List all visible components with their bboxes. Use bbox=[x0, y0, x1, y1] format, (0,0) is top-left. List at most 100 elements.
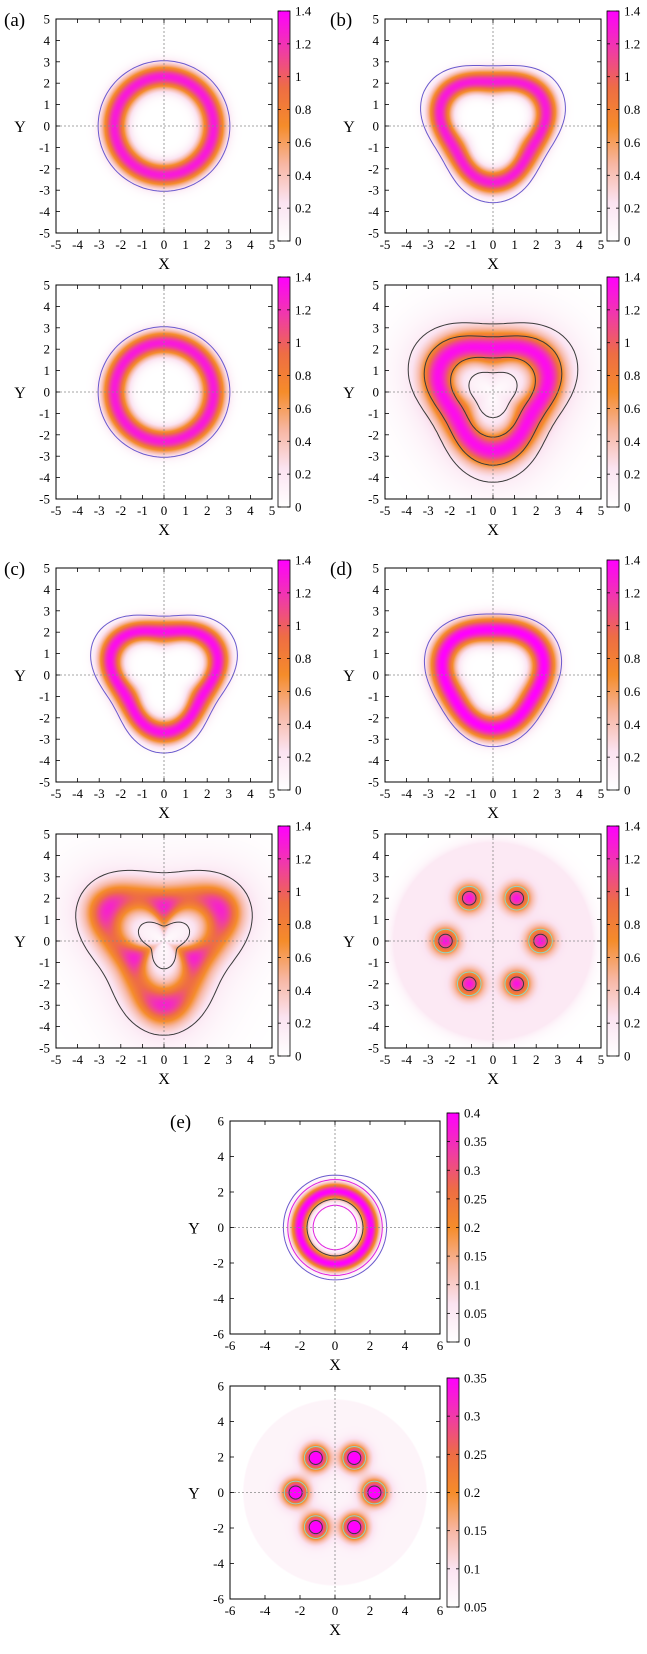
y-tick-label: 1 bbox=[373, 912, 380, 927]
colorbar-tick-label: 0.2 bbox=[624, 467, 640, 482]
x-tick-label: -4 bbox=[401, 786, 412, 801]
x-tick-label: 0 bbox=[161, 237, 168, 252]
y-tick-label: 2 bbox=[44, 76, 51, 91]
x-tick-label: 1 bbox=[511, 503, 518, 518]
y-tick-label: 5 bbox=[373, 278, 380, 293]
x-axis-label: X bbox=[487, 805, 499, 822]
x-tick-label: 0 bbox=[490, 786, 497, 801]
colorbar-tick-label: 0.2 bbox=[295, 1016, 311, 1031]
x-tick-label: 4 bbox=[576, 237, 583, 252]
y-tick-label: -4 bbox=[368, 753, 379, 768]
x-axis-label: X bbox=[487, 522, 499, 539]
y-tick-label: 4 bbox=[218, 1149, 225, 1164]
x-tick-label: 3 bbox=[226, 503, 233, 518]
x-tick-label: -2 bbox=[115, 237, 126, 252]
x-tick-label: -3 bbox=[94, 786, 105, 801]
colorbar bbox=[277, 10, 291, 242]
contour-spot bbox=[342, 1446, 367, 1470]
y-tick-label: 6 bbox=[218, 1114, 225, 1129]
colorbar-tick-label: 0.8 bbox=[624, 368, 640, 383]
panel-d1: -5 -4 -3 -2 -1 0 1 2 3 4 5-5-4-3-2-1012345XY00.20.… bbox=[330, 553, 641, 823]
y-tick-label: -5 bbox=[39, 226, 50, 241]
colorbar-tick-label: 1.4 bbox=[295, 270, 312, 285]
colorbar-tick-label: 1 bbox=[295, 335, 302, 350]
x-axis-label: X bbox=[158, 805, 170, 822]
y-axis-label: Y bbox=[343, 119, 355, 136]
x-tick-label: 2 bbox=[533, 1052, 540, 1067]
colorbar-tick-label: 1.2 bbox=[624, 36, 640, 51]
colorbar-tick-label: 0.35 bbox=[464, 1371, 487, 1386]
y-axis-label: Y bbox=[343, 385, 355, 402]
colorbar-tick-label: 0.4 bbox=[295, 434, 312, 449]
y-tick-label: 2 bbox=[373, 76, 380, 91]
x-tick-label: 0 bbox=[332, 1603, 339, 1618]
x-tick-label: -2 bbox=[444, 1052, 455, 1067]
panel-label: (d) bbox=[330, 559, 352, 580]
y-tick-label: -4 bbox=[39, 753, 50, 768]
x-tick-label: 6 bbox=[437, 1338, 444, 1353]
colorbar-tick-label: 0.15 bbox=[464, 1249, 487, 1264]
contour-spot-inner bbox=[347, 1450, 362, 1465]
x-tick-label: 5 bbox=[269, 786, 276, 801]
x-tick-label: 4 bbox=[247, 503, 254, 518]
x-tick-label: 4 bbox=[402, 1338, 409, 1353]
panel-d2: -5 -4 -3 -2 -1 0 1 2 3 4 5-5-4-3-2-1012345XY00.20.… bbox=[343, 819, 641, 1089]
x-tick-label: -5 bbox=[51, 1052, 62, 1067]
x-tick-label: 3 bbox=[555, 786, 562, 801]
x-tick-label: -3 bbox=[423, 237, 434, 252]
x-tick-label: 4 bbox=[576, 503, 583, 518]
contour-spot bbox=[456, 971, 482, 997]
y-tick-label: 0 bbox=[373, 934, 380, 949]
x-tick-label: 0 bbox=[332, 1338, 339, 1353]
y-tick-label: 0 bbox=[218, 1485, 225, 1500]
y-tick-label: -5 bbox=[368, 226, 379, 241]
colorbar bbox=[277, 559, 291, 791]
colorbar-tick-label: 1.2 bbox=[624, 302, 640, 317]
colorbar-tick-label: 0.2 bbox=[295, 467, 311, 482]
colorbar-tick-label: 0.4 bbox=[464, 1106, 481, 1121]
colorbar-tick-label: 0.25 bbox=[464, 1447, 487, 1462]
contour-line bbox=[97, 60, 231, 192]
x-tick-label: -4 bbox=[401, 237, 412, 252]
colorbar-tick-label: 1.4 bbox=[624, 553, 641, 568]
y-tick-label: 2 bbox=[218, 1185, 225, 1200]
y-tick-label: 3 bbox=[373, 320, 380, 335]
x-tick-label: -3 bbox=[94, 237, 105, 252]
x-tick-label: 2 bbox=[367, 1603, 374, 1618]
x-tick-label: -4 bbox=[260, 1603, 271, 1618]
colorbar-tick-label: 1.4 bbox=[624, 819, 641, 834]
x-tick-label: 5 bbox=[598, 503, 605, 518]
y-tick-label: 5 bbox=[44, 12, 51, 27]
y-tick-label: 2 bbox=[373, 342, 380, 357]
x-axis-label: X bbox=[329, 1622, 341, 1639]
x-tick-label: 2 bbox=[533, 786, 540, 801]
y-tick-label: 0 bbox=[218, 1220, 225, 1235]
x-tick-label: -1 bbox=[137, 1052, 148, 1067]
y-tick-label: 2 bbox=[373, 625, 380, 640]
colorbar-tick-label: 0 bbox=[624, 783, 631, 798]
y-tick-label: 0 bbox=[44, 934, 51, 949]
colorbar-tick-label: 0.8 bbox=[624, 651, 640, 666]
contour-spot-inner bbox=[347, 1520, 362, 1535]
contour-spot-inner bbox=[308, 1450, 323, 1465]
x-tick-label: 1 bbox=[511, 786, 518, 801]
colorbar-tick-label: 0.6 bbox=[295, 684, 312, 699]
x-tick-label: 4 bbox=[247, 1052, 254, 1067]
x-tick-label: 3 bbox=[555, 503, 562, 518]
y-tick-label: -1 bbox=[368, 406, 379, 421]
colorbar-tick-label: 0.2 bbox=[464, 1220, 480, 1235]
colorbar-tick-label: 0.6 bbox=[624, 401, 641, 416]
contour-line bbox=[137, 921, 191, 970]
contour-line bbox=[97, 326, 231, 458]
y-tick-label: 3 bbox=[373, 54, 380, 69]
y-tick-label: -4 bbox=[39, 1019, 50, 1034]
x-tick-label: -2 bbox=[115, 1052, 126, 1067]
contour-spot bbox=[528, 928, 553, 954]
x-tick-label: -6 bbox=[225, 1603, 236, 1618]
y-tick-label: 5 bbox=[373, 12, 380, 27]
x-tick-label: 2 bbox=[533, 237, 540, 252]
x-tick-label: -5 bbox=[51, 786, 62, 801]
colorbar-tick-label: 0.4 bbox=[624, 983, 641, 998]
x-tick-label: 5 bbox=[598, 237, 605, 252]
y-tick-label: -1 bbox=[39, 140, 50, 155]
